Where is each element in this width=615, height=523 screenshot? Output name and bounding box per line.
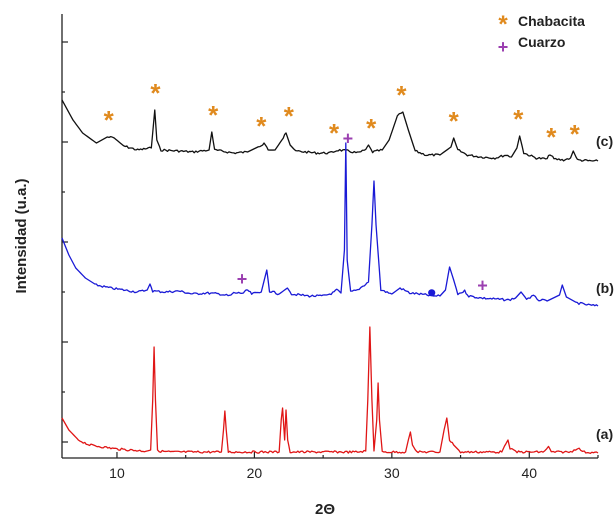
x-axis-ticks: 10 20 30 40 bbox=[109, 452, 599, 481]
series-label: (b) bbox=[596, 280, 614, 296]
legend-symbol: * bbox=[498, 11, 508, 38]
chabacita-marker: * bbox=[329, 118, 340, 148]
x-axis-title: 2Θ bbox=[315, 501, 335, 518]
chabacita-marker: * bbox=[104, 105, 115, 135]
series-line bbox=[61, 99, 599, 162]
chabacita-marker: * bbox=[513, 104, 524, 134]
chabacita-marker: * bbox=[366, 113, 377, 143]
series-label: (a) bbox=[596, 426, 613, 442]
legend-symbol: + bbox=[498, 37, 509, 57]
series-line bbox=[61, 326, 599, 455]
series-label: (c) bbox=[596, 133, 613, 149]
series-group bbox=[61, 99, 599, 455]
y-axis-title: Intensidad (u.a.) bbox=[13, 178, 30, 293]
axes: 10 20 30 40 bbox=[61, 14, 599, 481]
chabacita-marker: * bbox=[396, 80, 407, 110]
chabacita-marker: * bbox=[256, 111, 267, 141]
legend: * Chabacita + Cuarzo bbox=[498, 11, 585, 57]
legend-label: Chabacita bbox=[518, 13, 585, 29]
peak-markers: *** * ** *** ** *++ + bbox=[104, 78, 581, 297]
cuarzo-marker: + bbox=[343, 129, 354, 149]
x-tick-label: 20 bbox=[247, 465, 263, 481]
chabacita-marker: * bbox=[570, 119, 581, 149]
cuarzo-marker: + bbox=[477, 276, 488, 296]
chabacita-marker: * bbox=[208, 100, 219, 130]
x-tick-label: 40 bbox=[521, 465, 537, 481]
chabacita-marker: * bbox=[284, 101, 295, 131]
chabacita-marker: * bbox=[449, 106, 460, 136]
x-tick-label: 10 bbox=[109, 465, 125, 481]
series-line bbox=[61, 142, 599, 307]
legend-label: Cuarzo bbox=[518, 34, 565, 50]
cuarzo-marker: + bbox=[237, 269, 248, 289]
x-tick-label: 30 bbox=[384, 465, 400, 481]
chabacita-marker: * bbox=[150, 78, 161, 108]
dot-marker bbox=[428, 289, 436, 297]
series-labels: (c) (b) (a) bbox=[596, 133, 614, 442]
chabacita-marker: * bbox=[546, 122, 557, 152]
